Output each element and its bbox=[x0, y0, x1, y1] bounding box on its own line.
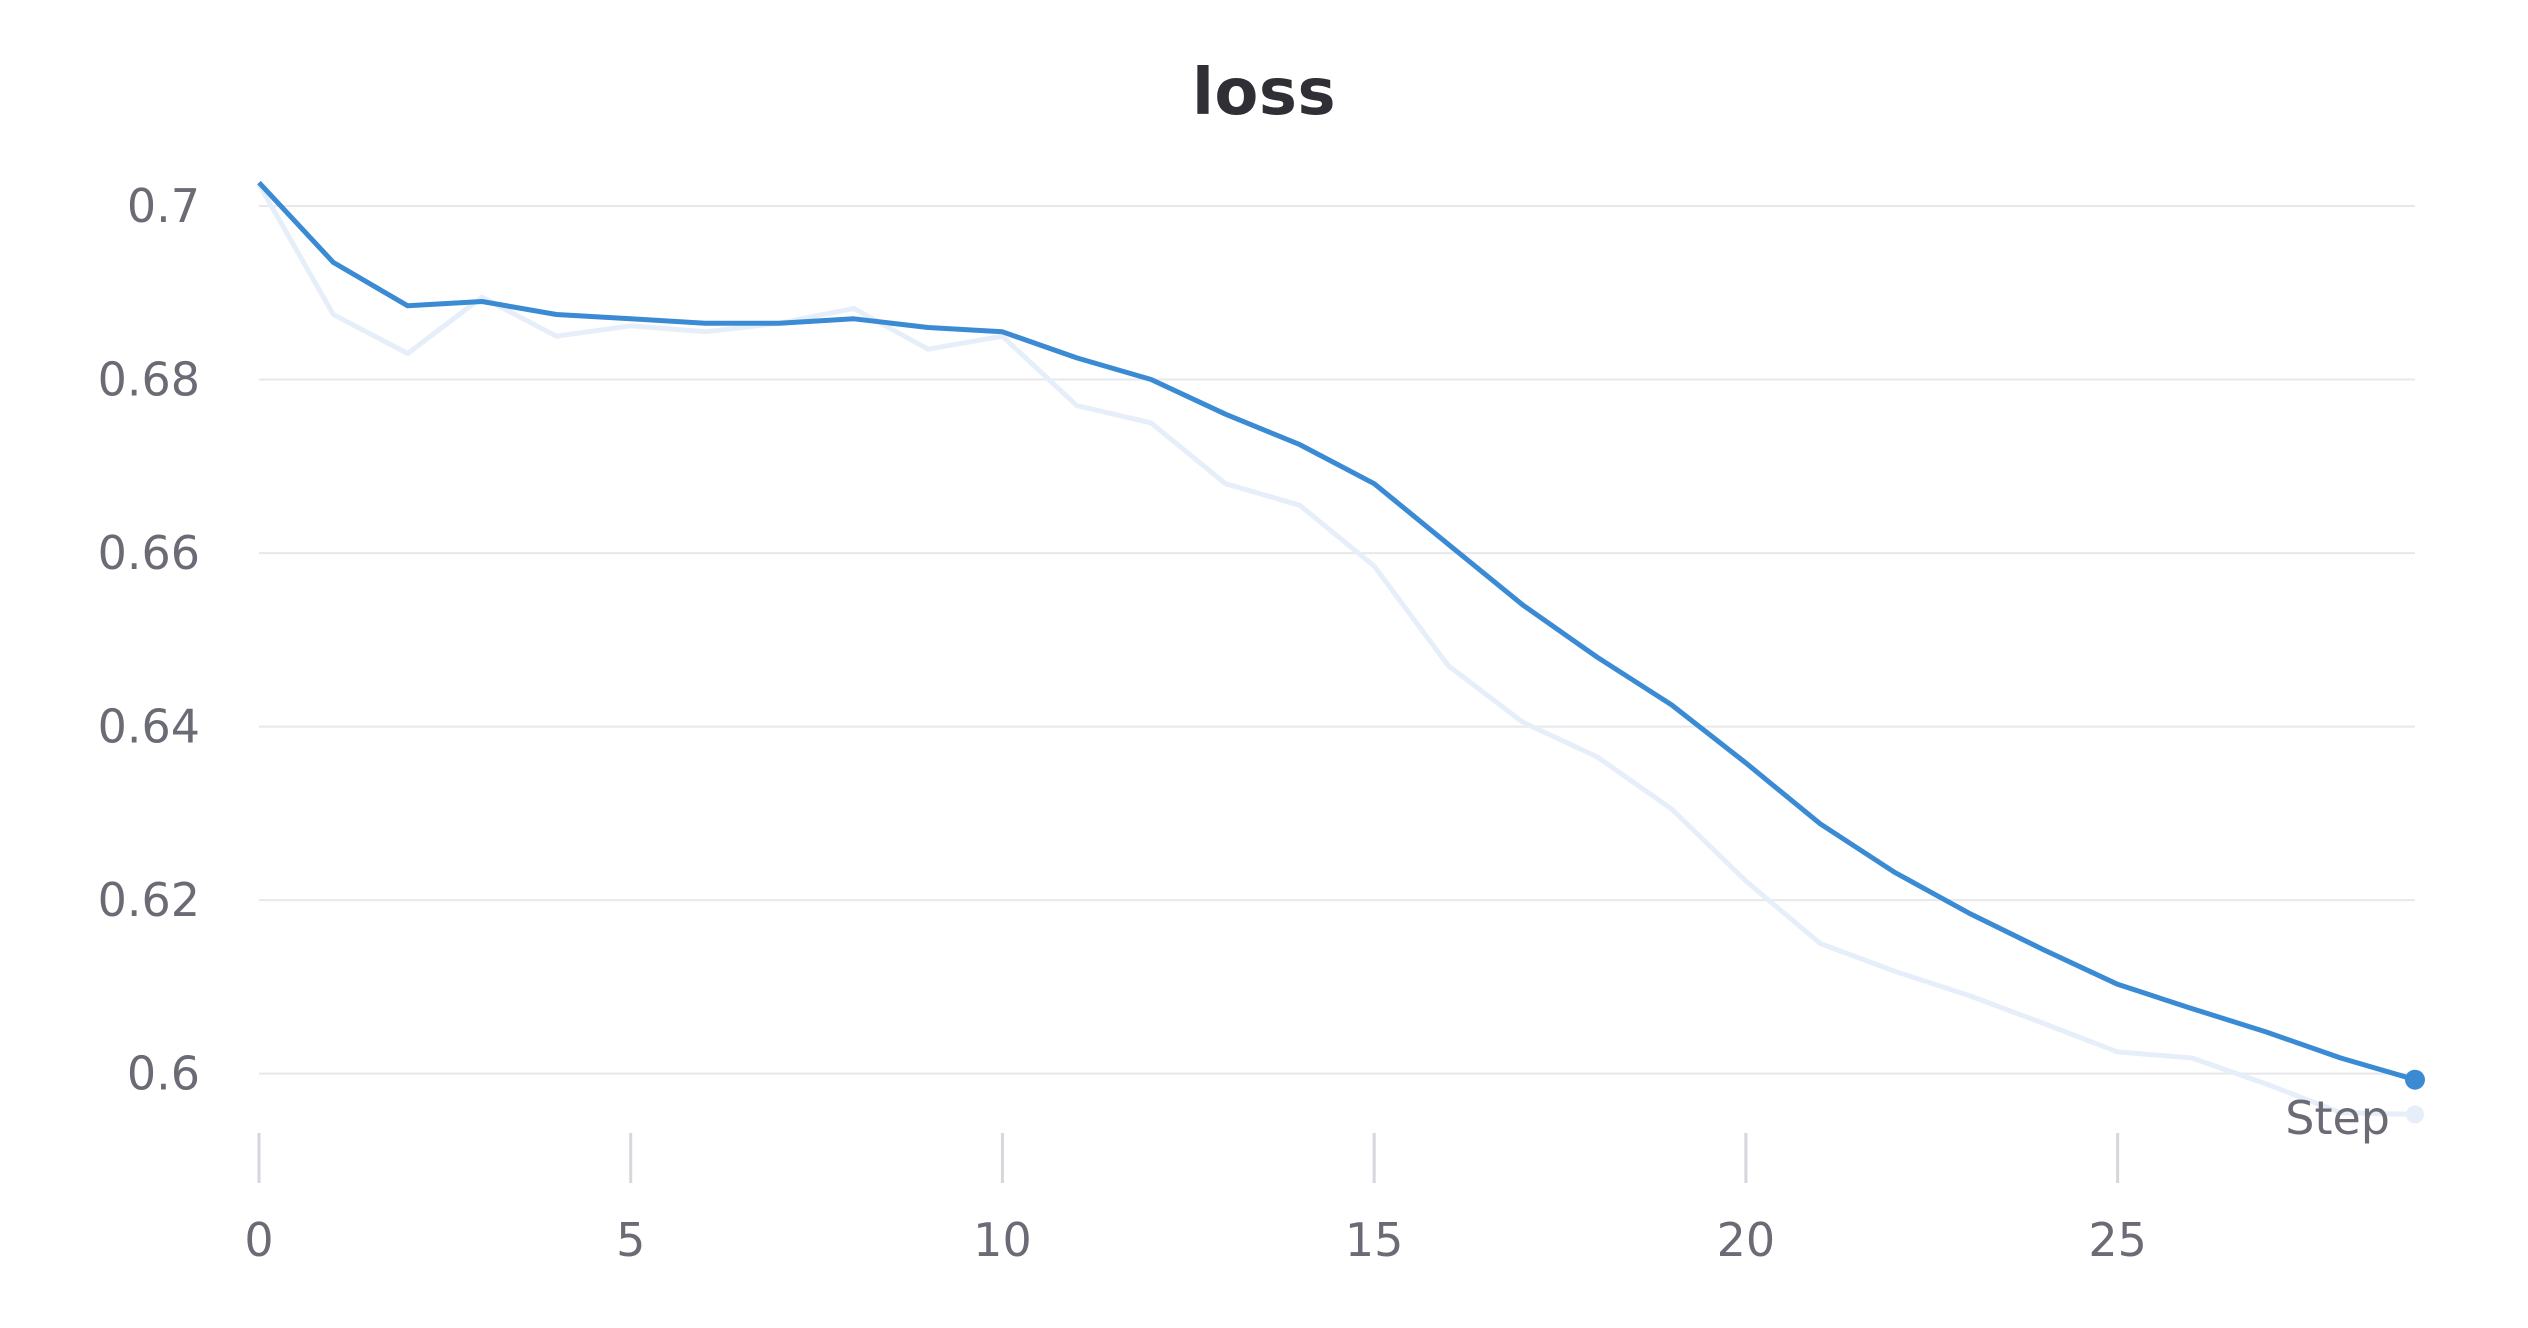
x-tick-label: 20 bbox=[1717, 1213, 1776, 1267]
raw-loss-line[interactable] bbox=[256, 183, 2416, 1117]
step-legend-label: Step bbox=[2285, 1091, 2390, 1145]
y-tick-label: 0.6 bbox=[127, 1047, 200, 1101]
smoothed-endpoint-marker[interactable] bbox=[2405, 1069, 2425, 1090]
y-tick-label: 0.66 bbox=[98, 526, 200, 580]
smoothed-loss-line[interactable] bbox=[257, 180, 2416, 1083]
raw-endpoint-marker[interactable] bbox=[2406, 1105, 2424, 1124]
y-tick-label: 0.68 bbox=[98, 353, 200, 407]
y-tick-label: 0.7 bbox=[127, 179, 200, 233]
chart-title: loss bbox=[1191, 56, 1337, 130]
y-tick-label: 0.62 bbox=[98, 873, 200, 927]
x-tick-label: 5 bbox=[616, 1213, 645, 1267]
x-tick-label: 25 bbox=[2088, 1213, 2147, 1267]
x-tick-label: 0 bbox=[244, 1213, 273, 1267]
x-tick-label: 15 bbox=[1345, 1213, 1404, 1267]
x-tick-label: 10 bbox=[973, 1213, 1032, 1267]
y-tick-label: 0.64 bbox=[98, 700, 200, 754]
